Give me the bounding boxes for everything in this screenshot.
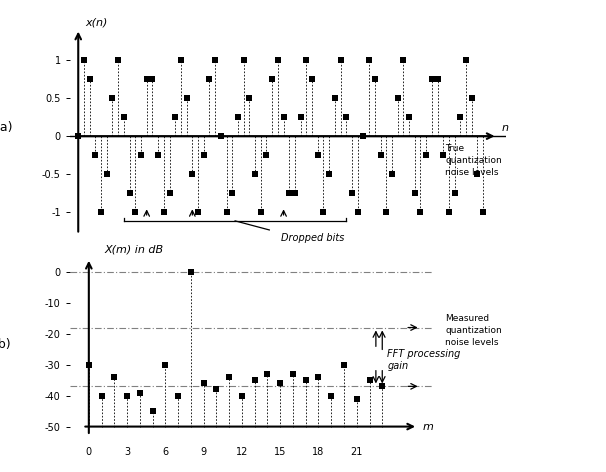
Text: n: n xyxy=(501,123,508,133)
Text: (b): (b) xyxy=(0,338,12,351)
Text: x(n): x(n) xyxy=(85,17,107,27)
Text: m: m xyxy=(423,421,434,431)
Text: X(m) in dB: X(m) in dB xyxy=(104,245,163,255)
Text: (a): (a) xyxy=(0,121,13,134)
Text: Dropped bits: Dropped bits xyxy=(281,233,344,243)
Text: FFT processing
gain: FFT processing gain xyxy=(387,349,461,371)
Text: True
quantization
noise levels: True quantization noise levels xyxy=(445,144,502,177)
Text: Measured
quantization
noise levels: Measured quantization noise levels xyxy=(445,314,502,347)
